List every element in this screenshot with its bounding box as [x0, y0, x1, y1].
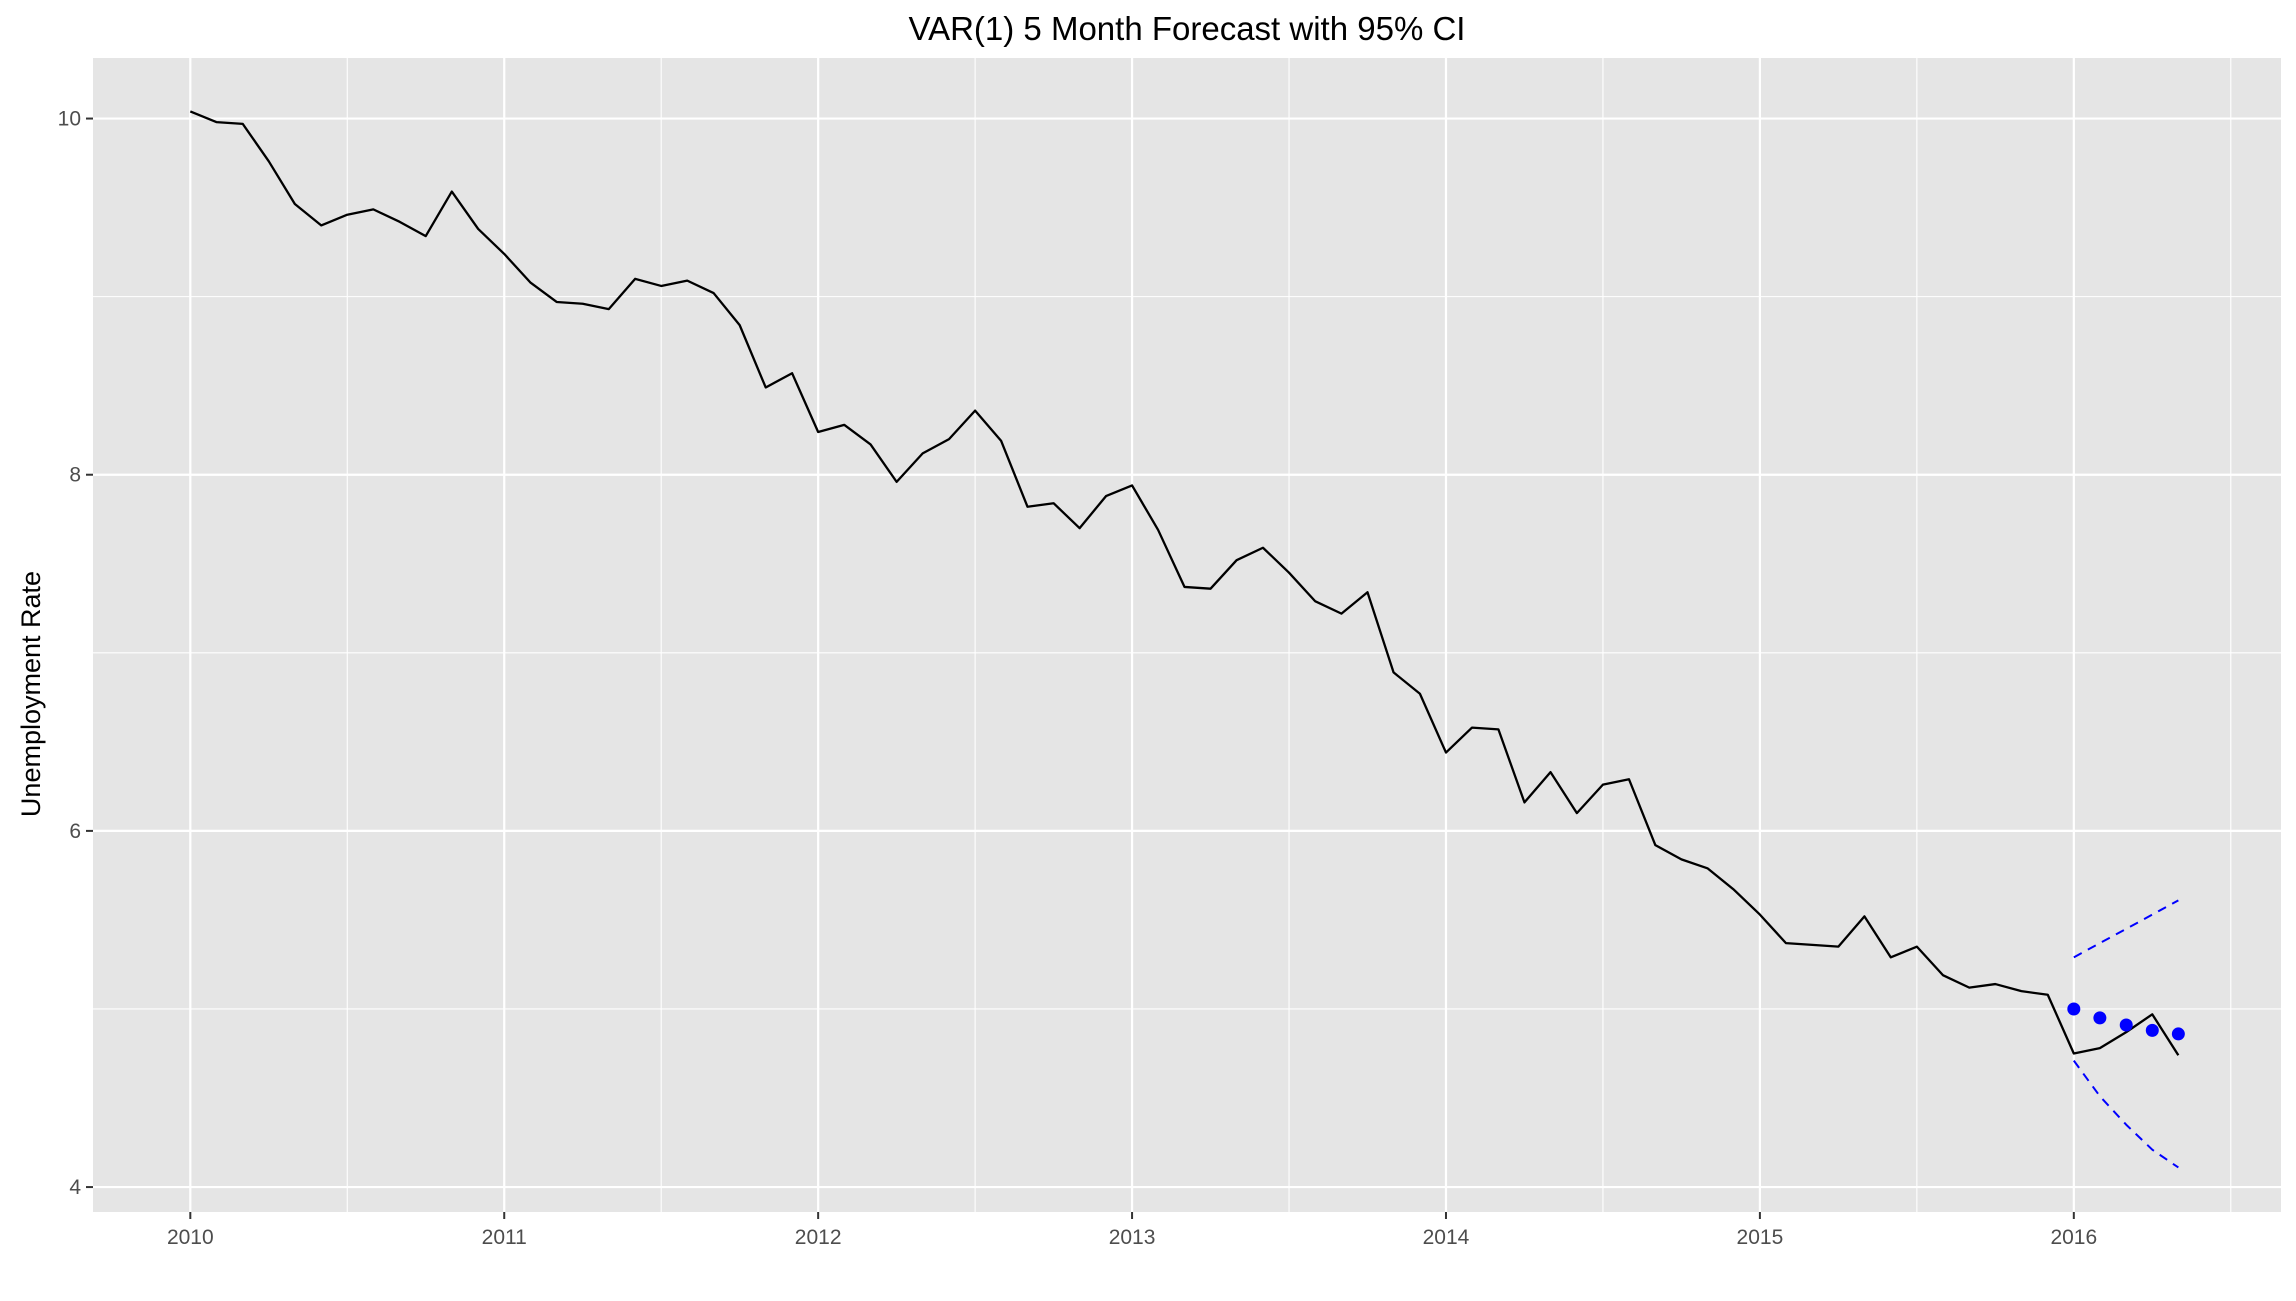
y-tick-label: 4	[69, 1176, 81, 1199]
x-tick-label: 2011	[482, 1226, 527, 1249]
x-tick-label: 2015	[1737, 1226, 1784, 1249]
y-axis-label: Unemployment Rate	[16, 571, 46, 817]
lower-ci-line	[2073, 1060, 2179, 1169]
y-tick-label: 8	[69, 464, 81, 487]
plot-panel	[93, 58, 2281, 1212]
x-tick-label: 2016	[2050, 1226, 2097, 1249]
chart-title: VAR(1) 5 Month Forecast with 95% CI	[909, 10, 1466, 47]
upper-ci-line	[2073, 899, 2179, 959]
forecast-point	[2119, 1018, 2133, 1032]
x-tick-label: 2010	[167, 1226, 214, 1249]
x-tick-label: 2014	[1423, 1226, 1470, 1249]
forecast-point	[2171, 1027, 2185, 1041]
forecast-point	[2067, 1002, 2081, 1016]
forecast-point	[2145, 1023, 2159, 1037]
actual-series-line	[189, 110, 2180, 1056]
y-tick-label: 10	[58, 108, 81, 131]
forecast-point	[2093, 1011, 2107, 1025]
x-tick-label: 2013	[1109, 1226, 1156, 1249]
y-tick-label: 6	[69, 820, 81, 843]
x-tick-label: 2012	[795, 1226, 842, 1249]
